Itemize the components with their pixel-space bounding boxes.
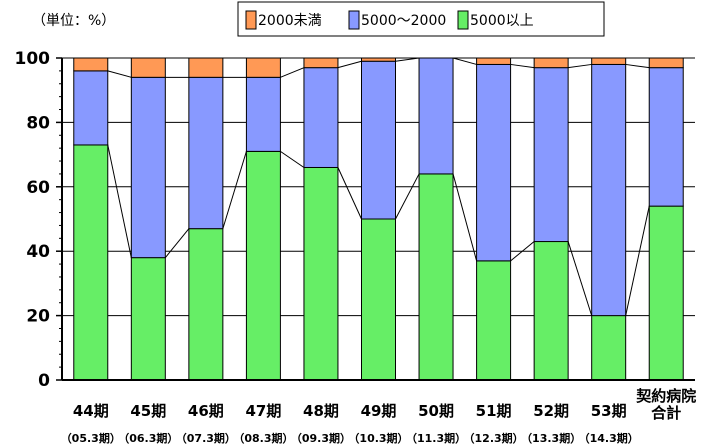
series-connector [452,57,477,65]
series-connector [567,241,593,316]
x-sub-label: （05.3期） [61,431,121,445]
bar-segment [418,173,454,381]
bar-segment [361,218,396,381]
bar-segment [361,57,396,62]
y-tick-label: 80 [26,113,50,133]
x-sub-label: （10.3期） [348,431,408,445]
x-tick-label: 51期 [476,402,512,420]
bar-segment [303,166,339,381]
x-sub-label: （14.3期） [579,431,639,445]
legend-swatch [457,10,469,30]
bar-segment [245,76,281,152]
bar-segment [130,76,166,259]
x-tick-label: 49期 [361,402,397,420]
y-tick-label: 100 [15,49,51,69]
x-sub-label: （08.3期） [233,431,293,445]
x-tick-label: 52期 [533,402,569,420]
x-sub-label: （09.3期） [291,431,351,445]
series-connector [222,151,247,229]
series-connector [452,173,478,261]
series-connector [510,241,535,262]
series-connector [625,63,650,69]
bar-segment [73,70,109,146]
series-connector [164,228,190,258]
x-sub-label: （07.3期） [176,431,236,445]
x-tick-label: 53期 [591,402,627,420]
series-connector [107,144,132,258]
bar-segment [648,67,684,207]
series-connector [280,67,305,78]
bar-segment [245,150,281,381]
bar-segment [476,260,512,381]
y-tick-label: 40 [26,242,50,262]
bar-segment [303,67,339,168]
bar-segment [591,315,627,381]
y-tick-label: 60 [26,178,50,198]
bar-segment [476,63,512,262]
bar-segment [533,67,569,243]
bar-segment [245,57,281,78]
legend-swatch [348,10,360,30]
legend-frame [237,1,605,37]
x-tick-label: 47期 [245,402,281,420]
bar-segment [73,57,109,72]
legend-label: 5000以上 [470,13,534,29]
x-sub-label: （13.3期） [521,431,581,445]
bar-segment [73,144,109,381]
x-tick-label: 44期 [73,402,109,420]
x-tick-label: 46期 [188,402,224,420]
x-sub-label: （06.3期） [118,431,178,445]
legend-swatch [245,10,257,30]
series-connector [395,57,420,62]
series-connector [280,150,305,168]
series-connector [107,70,132,78]
series-connector [337,60,362,69]
bar-segment [188,57,224,78]
series-connector [395,173,420,220]
legend-label: 2000未満 [258,13,322,29]
x-tick-label: 48期 [303,402,339,420]
bar-segment [476,57,512,65]
bar-segment [303,57,339,69]
x-tick-label: 45期 [130,402,166,420]
bar-segment [188,228,224,381]
series-connector [568,63,592,69]
bar-segment [130,257,166,381]
bar-segment [591,57,627,65]
bar-segment [130,57,166,78]
x-tick-label: 合計 [650,404,681,422]
x-sub-label: （11.3期） [406,431,466,445]
x-sub-label: （12.3期） [464,431,524,445]
legend-label: 5000～2000 [361,13,446,29]
x-tick-label: 50期 [418,402,454,420]
series-connector [510,63,535,69]
series-connector [625,206,650,316]
unit-label: （単位：%） [32,13,115,29]
y-tick-label: 20 [26,307,50,327]
legend: 2000未満 5000～2000 5000以上 [237,1,605,37]
bar-segment [533,241,569,381]
y-tick-label: 0 [38,371,50,391]
bar-segment [591,63,627,317]
series-connector [337,167,362,220]
bar-segment [418,57,454,175]
bar-segment [361,60,396,220]
bar-segment [533,57,569,69]
x-tick-label: 契約病院 [635,387,696,405]
bar-segment [648,205,684,381]
bar-segment [188,76,224,230]
bar-segment [648,57,684,69]
